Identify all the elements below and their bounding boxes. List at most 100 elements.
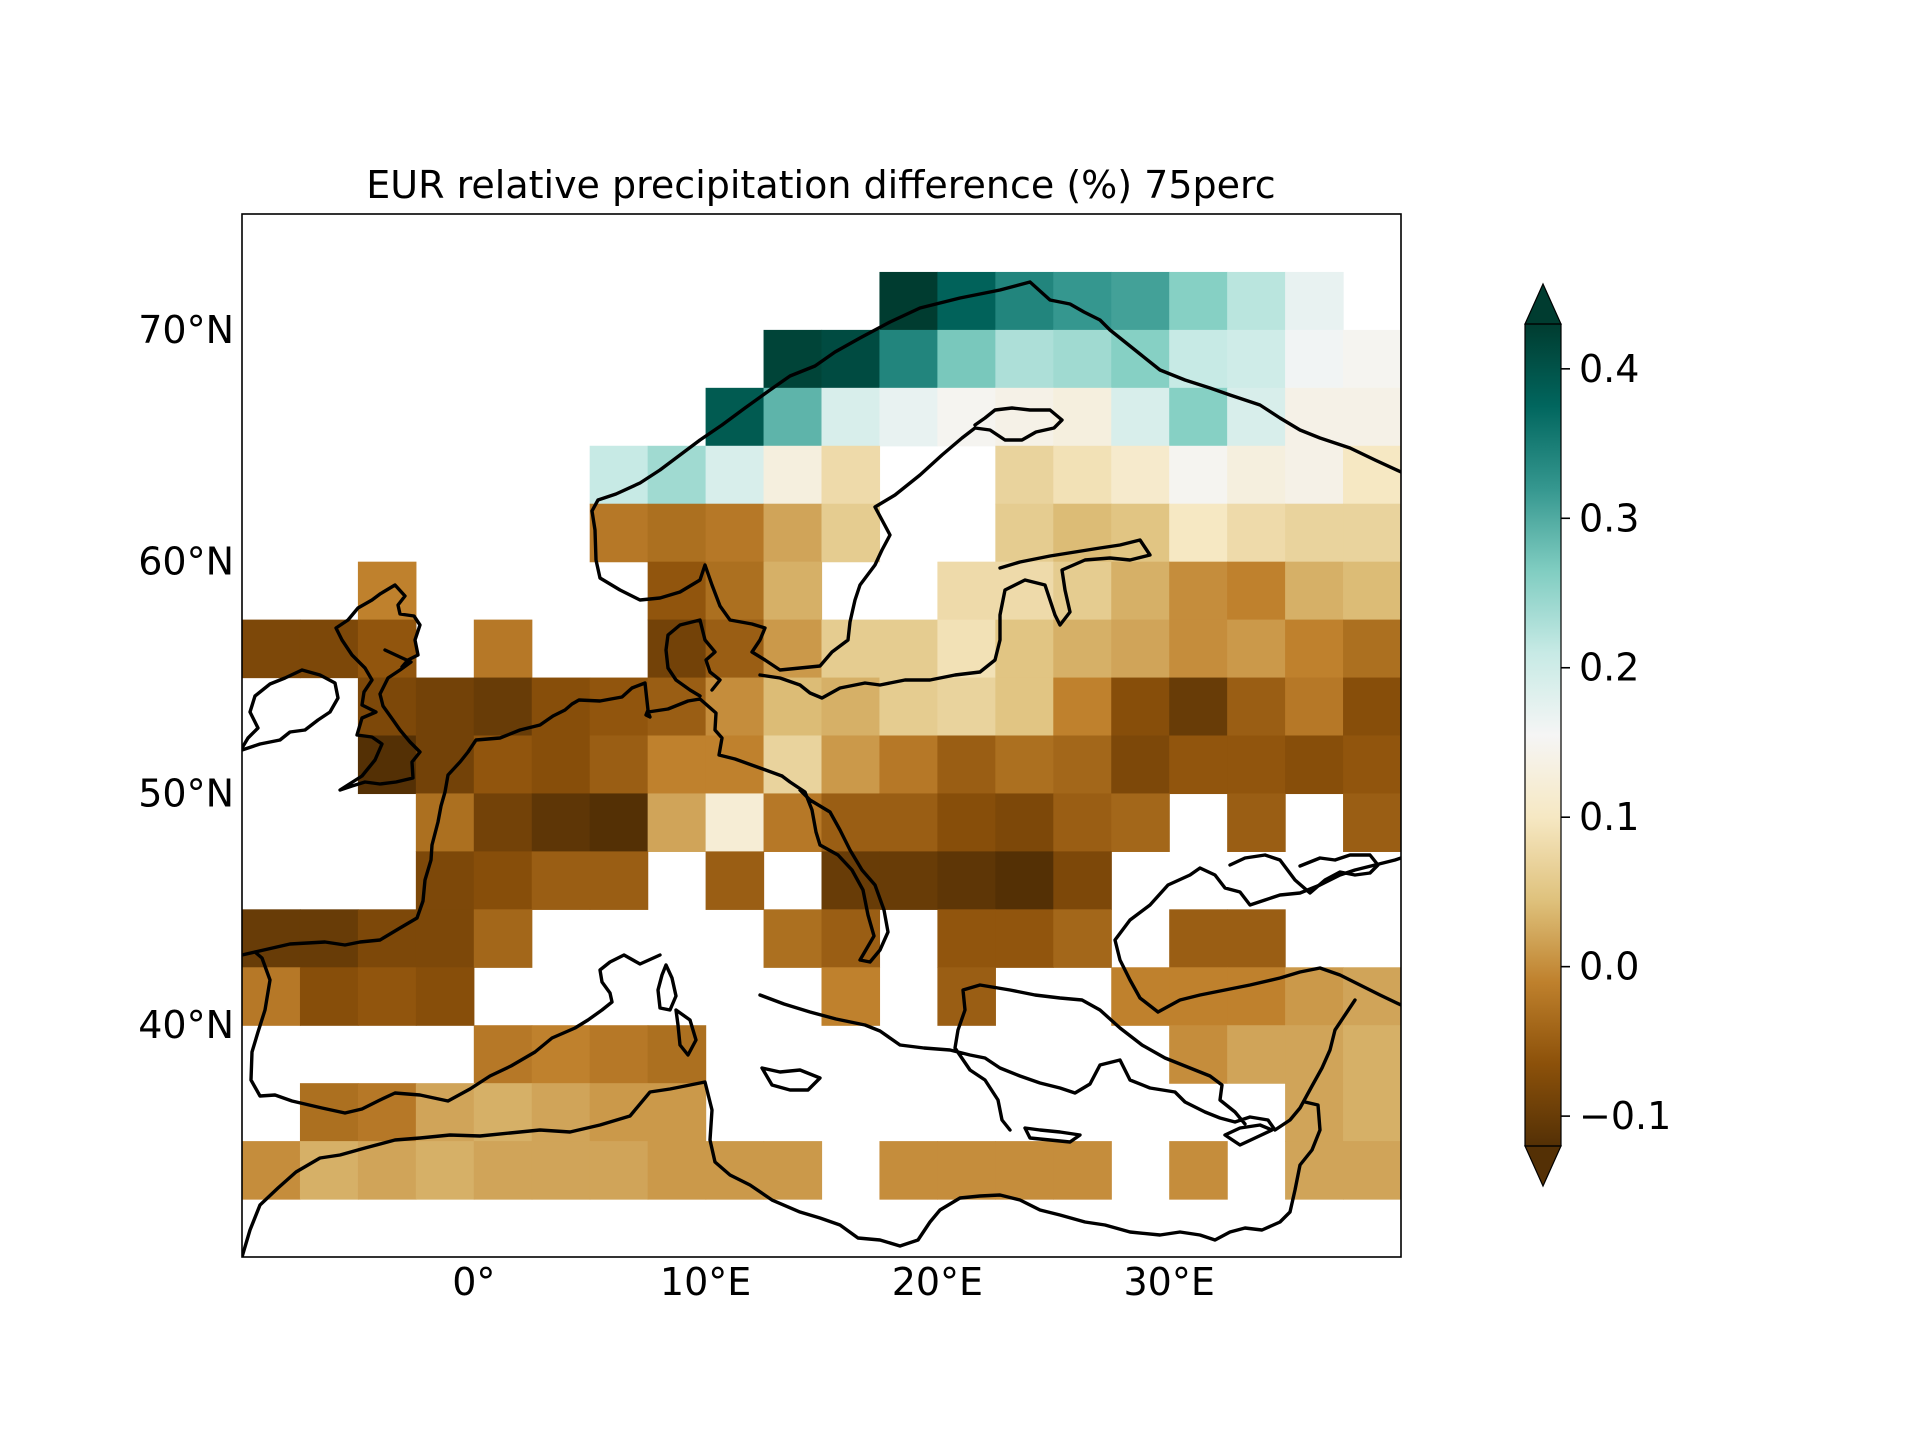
map-cell	[937, 793, 996, 852]
y-tick-label: 70°N	[138, 308, 234, 352]
map-cell	[705, 445, 765, 505]
map-cell	[589, 735, 649, 795]
map-cell	[1285, 735, 1344, 795]
map-cell	[1053, 329, 1112, 389]
map-cell	[647, 793, 707, 852]
map-cell	[1053, 387, 1112, 447]
map-cell	[1285, 329, 1344, 389]
colorbar-tick-label: 0.4	[1579, 347, 1639, 391]
map-cell	[1169, 503, 1228, 563]
map-cell	[879, 793, 938, 852]
map-cell	[647, 735, 707, 795]
map-cell	[995, 735, 1054, 795]
map-cell	[1343, 329, 1401, 389]
map-cell	[1169, 1025, 1228, 1084]
map-cell	[589, 503, 649, 563]
map-cell	[415, 909, 475, 968]
map-cell	[763, 1141, 823, 1200]
map-cell	[763, 387, 823, 447]
map-cell	[647, 503, 707, 563]
map-cell	[1285, 967, 1344, 1026]
map-cell	[1053, 1141, 1112, 1200]
map-cell	[415, 793, 475, 852]
map-cell	[242, 967, 301, 1026]
map-cell	[1285, 445, 1344, 505]
map-cell	[1343, 387, 1401, 447]
map-cell	[1343, 619, 1401, 679]
map-cell	[763, 561, 823, 621]
map-cell	[647, 1083, 707, 1142]
map-cell	[357, 967, 417, 1026]
map-cell	[937, 619, 996, 679]
map-cell	[415, 677, 475, 737]
map-cell	[473, 1025, 533, 1084]
colorbar-gradient	[1525, 324, 1561, 1146]
map-cell	[1053, 677, 1112, 737]
map-cell	[879, 851, 938, 910]
map-cell	[1169, 909, 1228, 968]
map-cell	[1053, 619, 1112, 679]
map-cell	[531, 735, 591, 795]
map-title: EUR relative precipitation difference (%…	[366, 163, 1275, 207]
map-cell	[1227, 329, 1286, 389]
colorbar-tick-label: 0.3	[1579, 496, 1639, 540]
map-cell	[879, 387, 938, 447]
map-cell	[1053, 851, 1112, 910]
map-cell	[937, 851, 996, 910]
map-cell	[647, 561, 707, 621]
map-cell	[589, 1083, 649, 1142]
colorbar-ticks: −0.1 0.0 0.1 0.2 0.3 0.4	[1561, 347, 1671, 1138]
map-cell	[1285, 387, 1344, 447]
map-cell	[473, 851, 533, 910]
map-cell	[299, 1141, 359, 1200]
map-cell	[299, 967, 359, 1026]
colorbar-extend-min	[1524, 1145, 1562, 1188]
colorbar-outline	[1524, 323, 1562, 1147]
map-cell	[1111, 793, 1170, 852]
map-cell	[1169, 735, 1228, 795]
map-cell	[937, 735, 996, 795]
map-cell	[1111, 561, 1170, 621]
map-cell	[1169, 271, 1228, 331]
map-cell	[821, 387, 881, 447]
map-cell	[763, 677, 823, 737]
map-cell	[531, 851, 591, 910]
map-cell	[1111, 735, 1170, 795]
map-cell	[357, 619, 417, 679]
map-cell	[357, 735, 417, 795]
map-cell	[589, 1141, 649, 1200]
x-tick-label: 0°	[452, 1260, 495, 1304]
map-cell	[1343, 677, 1401, 737]
map-cell	[1227, 793, 1286, 852]
map-cell	[937, 909, 996, 968]
map-cell	[1343, 445, 1401, 505]
coast-islands	[656, 963, 1274, 1147]
map-cell	[473, 677, 533, 737]
colorbar-tick-label: 0.1	[1579, 795, 1639, 839]
map-cell	[879, 1141, 938, 1200]
map-cell	[1343, 1083, 1401, 1142]
coast-north-africa	[242, 1080, 1322, 1257]
coast-britain	[334, 583, 422, 792]
map-cell	[473, 909, 533, 968]
colorbar: −0.1 0.0 0.1 0.2 0.3 0.4	[1524, 282, 1671, 1188]
map-cell	[1343, 735, 1401, 795]
map-cell	[879, 619, 938, 679]
map-cell	[705, 1141, 765, 1200]
map-cell	[763, 909, 823, 968]
y-tick-label: 60°N	[138, 540, 234, 584]
y-tick-label: 50°N	[138, 771, 234, 815]
coastlines	[242, 280, 1401, 1257]
map-cell	[242, 619, 301, 679]
map-cell	[357, 1083, 417, 1142]
map-cell	[821, 329, 881, 389]
colorbar-extend-max	[1524, 282, 1562, 325]
map-cell	[1343, 1025, 1401, 1084]
map-cell	[242, 909, 301, 968]
map-cell	[995, 909, 1054, 968]
map-cell	[1111, 271, 1170, 331]
colorbar-tick-label: 0.2	[1579, 646, 1639, 690]
map-cell	[647, 1025, 707, 1084]
map-cell	[937, 967, 996, 1026]
map-cell	[1227, 967, 1286, 1026]
